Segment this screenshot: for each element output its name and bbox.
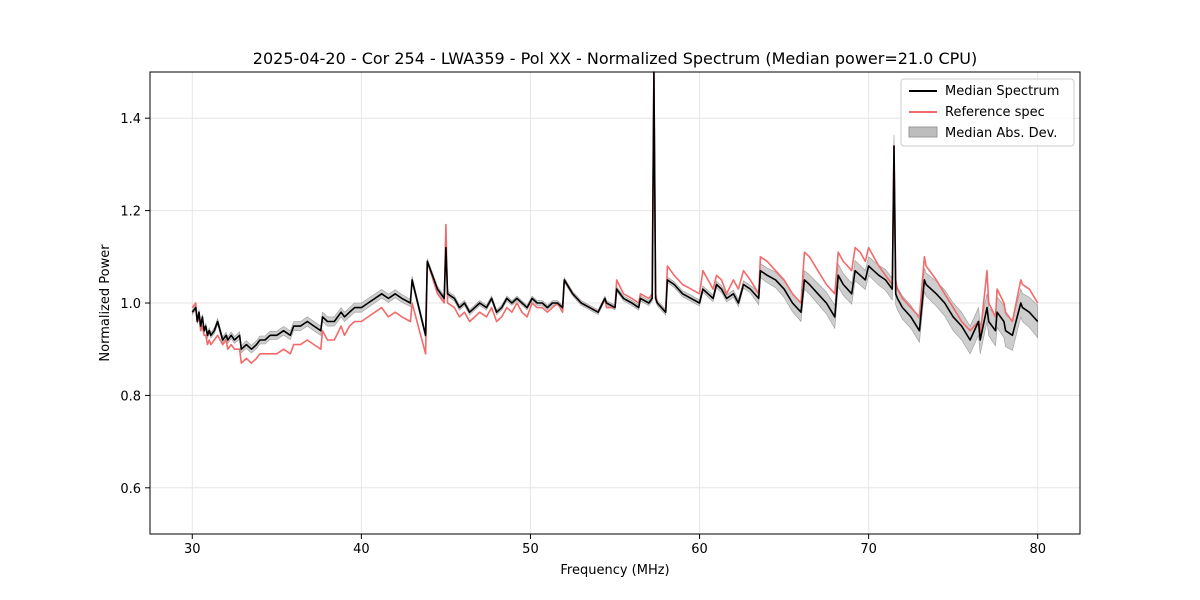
x-tick-label: 40 bbox=[353, 542, 370, 557]
legend-median-label: Median Spectrum bbox=[945, 84, 1059, 99]
legend: Median Spectrum Reference spec Median Ab… bbox=[900, 78, 1075, 147]
x-tick-label: 30 bbox=[184, 542, 201, 557]
x-tick-label: 50 bbox=[522, 542, 539, 557]
x-axis-ticks: 30 40 50 60 70 80 bbox=[184, 534, 1046, 557]
x-tick-label: 80 bbox=[1029, 542, 1046, 557]
y-tick-label: 0.8 bbox=[120, 389, 141, 404]
legend-mad-label: Median Abs. Dev. bbox=[945, 126, 1057, 141]
series-lines-group bbox=[191, 71, 1039, 364]
median-spectrum-line bbox=[191, 71, 1039, 351]
x-axis-label: Frequency (MHz) bbox=[560, 563, 669, 578]
y-tick-label: 1.2 bbox=[120, 205, 141, 220]
chart-title: 2025-04-20 - Cor 254 - LWA359 - Pol XX -… bbox=[253, 49, 977, 68]
y-axis-label: Normalized Power bbox=[98, 244, 113, 362]
legend-reference-label: Reference spec bbox=[945, 105, 1045, 120]
y-tick-label: 1.4 bbox=[120, 112, 141, 127]
legend-box bbox=[900, 78, 1075, 147]
x-tick-label: 60 bbox=[691, 542, 708, 557]
x-tick-label: 70 bbox=[860, 542, 877, 557]
y-axis-ticks: 0.6 0.8 1.0 1.2 1.4 bbox=[120, 112, 150, 497]
legend-mad-swatch bbox=[908, 126, 938, 138]
y-tick-label: 0.6 bbox=[120, 482, 141, 497]
y-tick-label: 1.0 bbox=[120, 297, 141, 312]
